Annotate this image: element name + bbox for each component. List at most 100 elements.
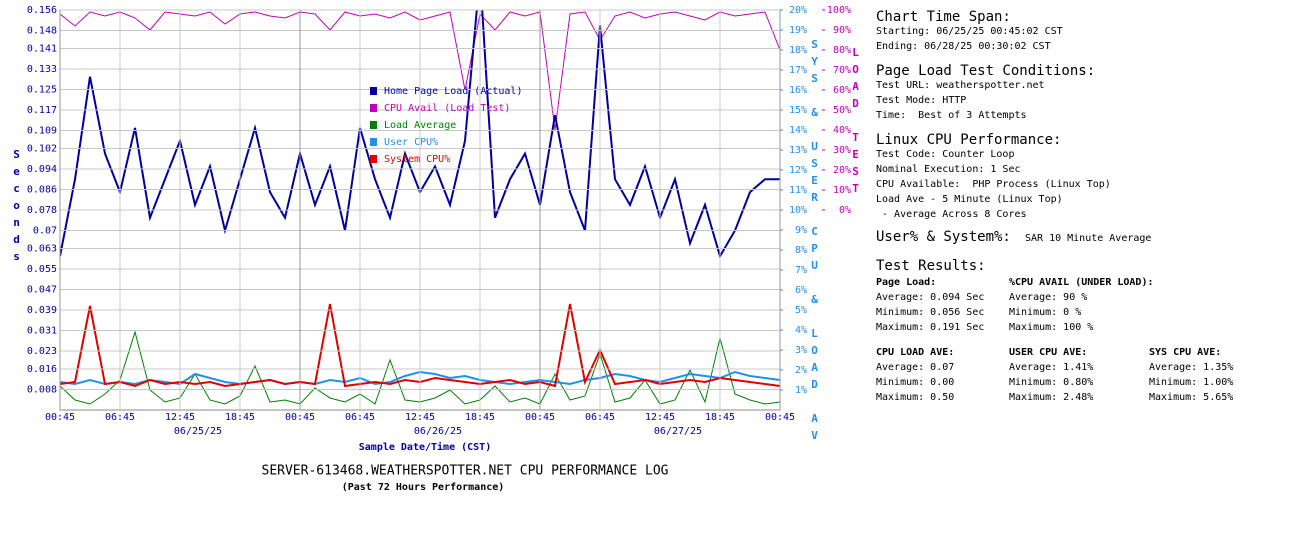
x-tick-label: 18:45 <box>225 412 255 423</box>
legend-label: System CPU% <box>384 154 450 165</box>
y-tick-label: 0.086 <box>27 184 57 195</box>
x-tick-label: 12:45 <box>645 412 675 423</box>
y2-tick-label: 6% <box>795 285 807 296</box>
x-tick-label: 00:45 <box>45 412 75 423</box>
x-tick-label: 06:45 <box>585 412 615 423</box>
y-tick-label: 0.016 <box>27 364 57 375</box>
panel-line: Nominal Execution: 1 Sec <box>876 164 1021 175</box>
y-tick-label: 0.156 <box>27 5 57 16</box>
y2-tick-label: 9% <box>795 225 807 236</box>
y-tick-label: 0.094 <box>27 164 57 175</box>
legend-label: CPU Avail (Load Test) <box>384 103 510 114</box>
panel-line: Test Mode: HTTP <box>876 95 966 106</box>
y-tick-label: 0.133 <box>27 64 57 75</box>
y3-tick-label: 40% <box>833 125 851 136</box>
y2-tick-label: 10% <box>789 205 807 216</box>
y3-tick-label: 80% <box>833 45 851 56</box>
result-line: Average: 1.35% <box>1149 362 1233 373</box>
y2-tick-label: 3% <box>795 345 807 356</box>
result-line: Maximum: 5.65% <box>1149 392 1233 403</box>
x-tick-label: 18:45 <box>465 412 495 423</box>
result-line: Minimum: 0 % <box>1009 307 1081 318</box>
y-tick-label: 0.008 <box>27 384 57 395</box>
y-tick-label: 0.117 <box>27 105 57 116</box>
y2-tick-label: 5% <box>795 305 807 316</box>
panel-note: SAR 10 Minute Average <box>1025 233 1151 244</box>
result-line: Maximum: 0.191 Sec <box>876 322 984 333</box>
panel-line: CPU Available: PHP Process (Linux Top) <box>876 179 1111 190</box>
y-tick-label: 0.039 <box>27 305 57 316</box>
x-tick-label: 06:45 <box>345 412 375 423</box>
result-title: CPU LOAD AVE: <box>876 347 954 358</box>
y2-tick-label: 19% <box>789 25 807 36</box>
y3-tick-label: 60% <box>833 85 851 96</box>
y2-tick-label: 7% <box>795 265 807 276</box>
y-tick-label: 0.109 <box>27 126 57 137</box>
y-tick-label: 0.125 <box>27 84 57 95</box>
y-tick-label: 0.023 <box>27 346 57 357</box>
y-tick-label: 0.078 <box>27 205 57 216</box>
result-line: Average: 0.094 Sec <box>876 292 984 303</box>
result-line: Minimum: 0.00 <box>876 377 954 388</box>
legend-swatch <box>370 121 377 129</box>
date-label: 06/26/25 <box>414 426 462 437</box>
y3-tick-label: 90% <box>833 25 851 36</box>
panel-heading: Chart Time Span: <box>876 9 1011 25</box>
y2-tick-label: 15% <box>789 105 807 116</box>
date-label: 06/27/25 <box>654 426 702 437</box>
y3-tick-label: 10% <box>833 185 851 196</box>
legend-label: Home Page Load (Actual) <box>384 86 522 97</box>
legend-swatch <box>370 87 377 95</box>
y2-tick-label: 8% <box>795 245 807 256</box>
y-axis-label: Seconds <box>10 148 23 267</box>
x-tick-label: 00:45 <box>765 412 795 423</box>
y2-axis-label: SYS & USER CPU & LOAD AV <box>808 38 821 446</box>
result-line: Average: 0.07 <box>876 362 954 373</box>
x-tick-label: 06:45 <box>105 412 135 423</box>
result-line: Average: 1.41% <box>1009 362 1093 373</box>
x-tick-label: 00:45 <box>525 412 555 423</box>
x-tick-label: 00:45 <box>285 412 315 423</box>
panel-line: - Average Across 8 Cores <box>876 209 1027 220</box>
x-tick-label: 18:45 <box>705 412 735 423</box>
y2-tick-label: 16% <box>789 85 807 96</box>
y-tick-label: 0.063 <box>27 243 57 254</box>
y3-tick-label: 100% <box>827 5 851 16</box>
x-tick-label: 12:45 <box>165 412 195 423</box>
y2-tick-label: 13% <box>789 145 807 156</box>
y-tick-label: 0.141 <box>27 43 57 54</box>
y3-tick-label: 20% <box>833 165 851 176</box>
panel-heading: Linux CPU Performance: <box>876 132 1061 148</box>
panel-line: Test URL: weatherspotter.net <box>876 80 1045 91</box>
result-line: Minimum: 0.056 Sec <box>876 307 984 318</box>
legend-swatch <box>370 104 377 112</box>
y-tick-label: 0.148 <box>27 26 57 37</box>
result-line: Average: 90 % <box>1009 292 1087 303</box>
chart-title: SERVER-613468.WEATHERSPOTTER.NET CPU PER… <box>262 464 669 479</box>
legend-label: Load Average <box>384 120 456 131</box>
y2-tick-label: 4% <box>795 325 807 336</box>
panel-heading: Page Load Test Conditions: <box>876 63 1095 79</box>
panel-line: Ending: 06/28/25 00:30:02 CST <box>876 41 1051 52</box>
y2-tick-label: 11% <box>789 185 807 196</box>
result-title: SYS CPU AVE: <box>1149 347 1221 358</box>
legend-swatch <box>370 155 377 163</box>
legend-label: User CPU% <box>384 137 438 148</box>
y2-tick-label: 1% <box>795 385 807 396</box>
panel-heading: User% & System%: <box>876 229 1011 245</box>
result-line: Maximum: 2.48% <box>1009 392 1093 403</box>
y3-tick-label: 30% <box>833 145 851 156</box>
legend-swatch <box>370 138 377 146</box>
panel-heading: Test Results: <box>876 258 986 274</box>
x-axis-label: Sample Date/Time (CST) <box>359 441 491 453</box>
y2-tick-label: 18% <box>789 45 807 56</box>
panel-line: Load Ave - 5 Minute (Linux Top) <box>876 194 1063 205</box>
chart-subtitle: (Past 72 Hours Performance) <box>342 482 505 493</box>
y-tick-label: 0.031 <box>27 326 57 337</box>
y3-tick-label: 50% <box>833 105 851 116</box>
result-line: Maximum: 0.50 <box>876 392 954 403</box>
y2-tick-label: 2% <box>795 365 807 376</box>
y-tick-label: 0.055 <box>27 264 57 275</box>
